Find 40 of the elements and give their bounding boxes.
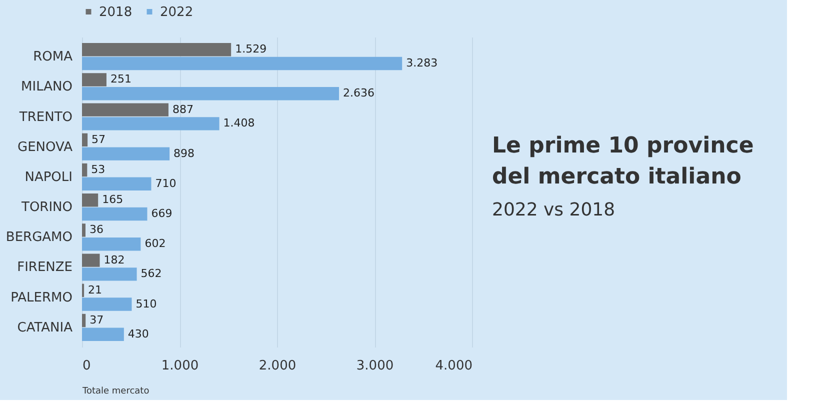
data-label: 53 [91,163,106,176]
data-label: 887 [172,102,194,116]
data-label: 36 [90,223,104,236]
data-label: 3.283 [406,56,438,70]
y-tick-label: FIRENZE [17,260,72,276]
y-tick-label: TORINO [20,200,72,216]
data-label: 1.529 [235,42,267,56]
legend-label: 2022 [160,4,194,20]
data-label: 562 [140,267,162,280]
x-axis-title: Totale mercato [82,386,150,396]
data-label: 669 [151,206,172,220]
x-tick-label: 4.000 [435,358,472,374]
y-tick-label: PALERMO [10,290,72,306]
x-tick-label: 0 [82,358,91,374]
data-label: 37 [90,313,104,326]
y-tick-label: TRENTO [18,110,72,125]
y-tick-label: GENOVA [18,140,73,155]
data-label: 710 [155,176,176,190]
text: Le prime 10 province del mercato italiano [492,134,754,190]
x-tick-label: 1.000 [161,358,199,374]
y-tick-label: NAPOLI [24,170,72,185]
data-label: 21 [88,283,102,296]
x-tick-label: 2.000 [258,358,296,374]
legend-label: 2018 [99,4,132,20]
y-tick-label: ROMA [33,50,73,65]
x-tick-label: 3.000 [356,358,394,374]
data-label: 251 [110,72,132,86]
data-label: 57 [92,132,106,146]
data-label: 2.636 [343,86,375,100]
data-label: 430 [128,327,149,340]
data-label: 602 [144,237,166,250]
data-label: 510 [136,297,157,310]
y-tick-label: CATANIA [17,320,73,336]
data-label: 165 [102,193,124,206]
y-tick-label: MILANO [21,80,72,95]
data-label: 182 [104,253,125,266]
data-label: 1.408 [223,116,255,130]
data-label: 898 [174,146,195,160]
text: 2022 vs 2018 [492,200,616,221]
y-tick-label: BERGAMO [6,230,72,246]
